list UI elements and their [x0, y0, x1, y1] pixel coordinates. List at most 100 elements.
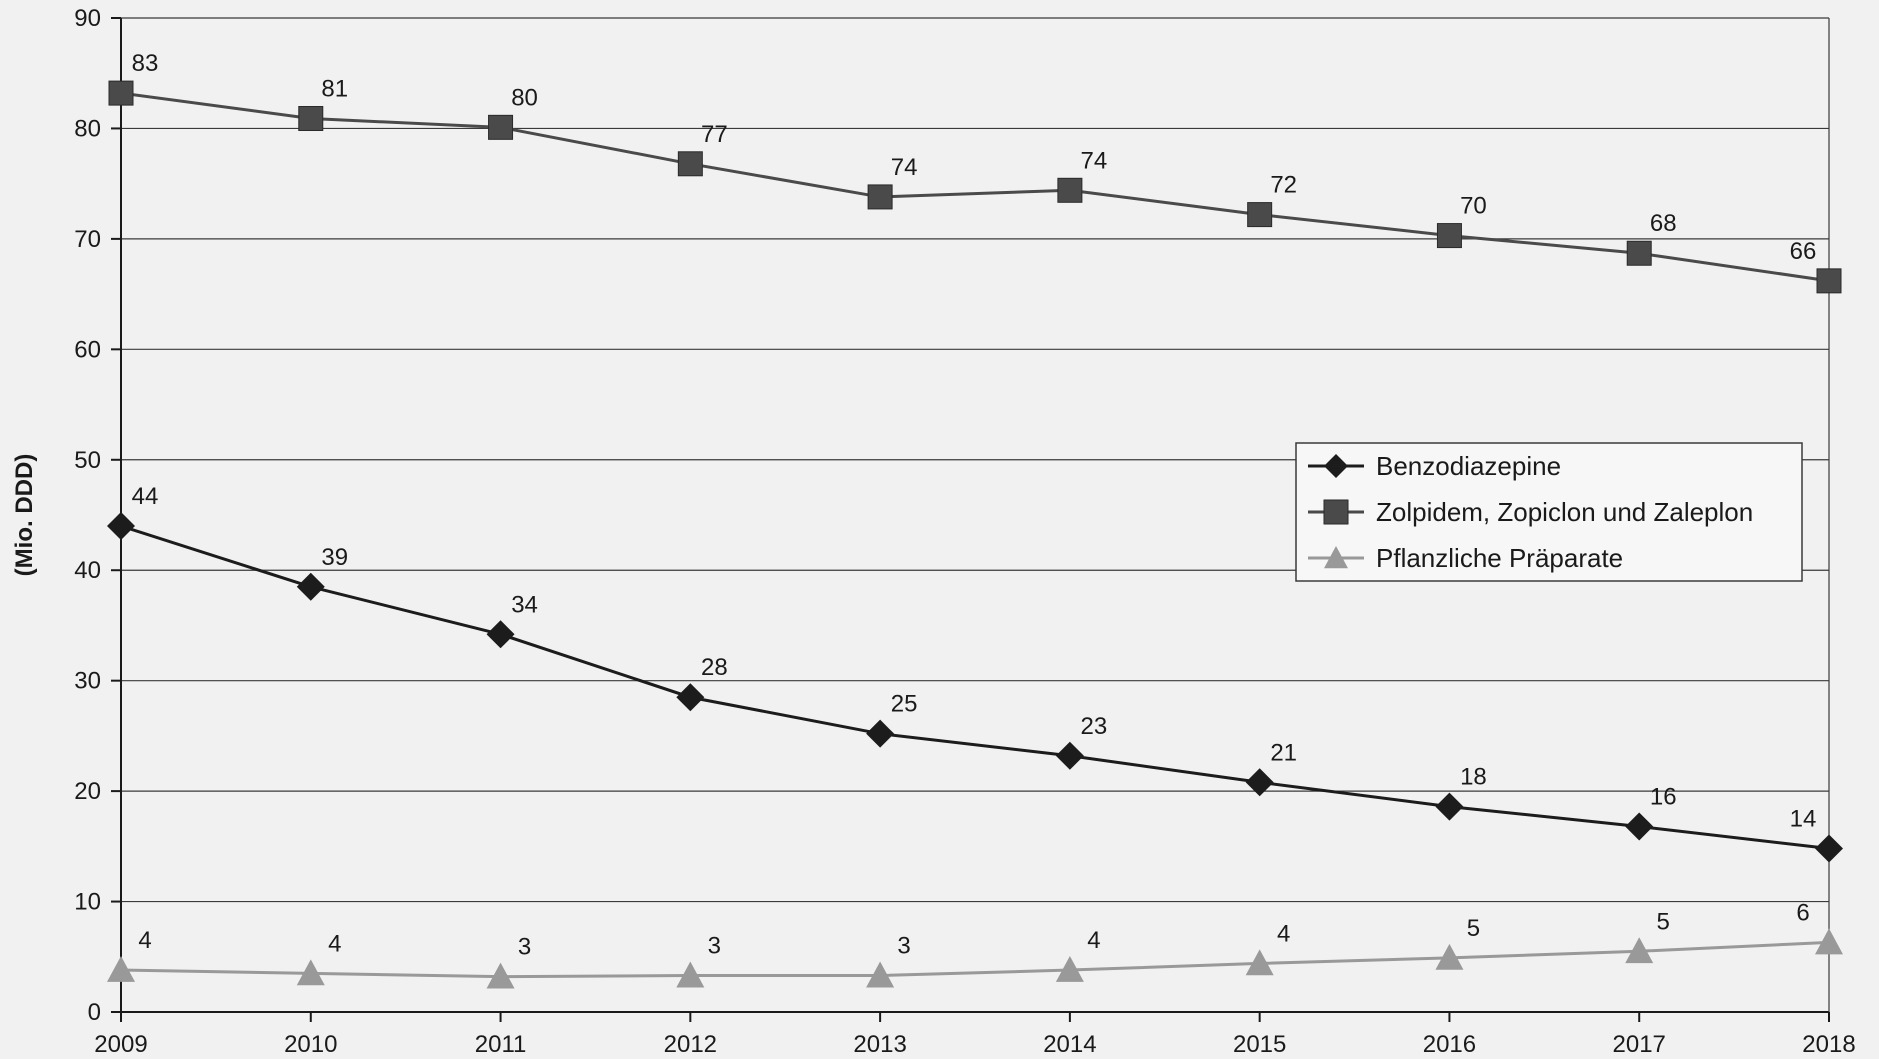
x-tick-label: 2012 [664, 1031, 717, 1058]
data-point-zolpidem-zopiclon-und-zaleplon [108, 80, 134, 106]
data-point-zolpidem-zopiclon-und-zaleplon [677, 151, 703, 177]
data-label-pflanzliche-praeparate: 3 [518, 934, 531, 961]
x-tick-label: 2009 [94, 1031, 147, 1058]
data-label-pflanzliche-praeparate: 3 [708, 933, 721, 960]
data-point-benzodiazepine [866, 719, 895, 748]
x-tick-label: 2014 [1043, 1031, 1096, 1058]
legend-label-pflanzliche-praeparate: Pflanzliche Präparate [1376, 543, 1623, 573]
data-point-benzodiazepine [1055, 741, 1084, 770]
data-point-pflanzliche-praeparate [1055, 956, 1084, 982]
data-point-zolpidem-zopiclon-und-zaleplon [1057, 177, 1083, 203]
y-tick-label: 70 [74, 226, 101, 253]
data-label-benzodiazepine: 28 [701, 654, 728, 681]
y-tick-label: 90 [74, 5, 101, 32]
series-group [107, 80, 1843, 989]
data-point-benzodiazepine [676, 683, 705, 712]
data-label-zolpidem-zopiclon-und-zaleplon: 83 [132, 50, 159, 77]
data-label-pflanzliche-praeparate: 6 [1796, 899, 1809, 926]
data-point-pflanzliche-praeparate [296, 959, 325, 986]
data-label-pflanzliche-praeparate: 5 [1657, 908, 1670, 935]
data-label-benzodiazepine: 25 [891, 691, 918, 718]
data-label-pflanzliche-praeparate: 3 [897, 933, 910, 960]
data-point-zolpidem-zopiclon-und-zaleplon [1626, 240, 1652, 266]
x-tick-label: 2016 [1423, 1031, 1476, 1058]
data-label-zolpidem-zopiclon-und-zaleplon: 74 [1081, 147, 1108, 174]
data-label-pflanzliche-praeparate: 4 [1277, 920, 1290, 947]
data-label-pflanzliche-praeparate: 5 [1467, 915, 1480, 942]
data-point-benzodiazepine [486, 620, 515, 649]
x-tick-label: 2017 [1613, 1031, 1666, 1058]
legend-label-benzodiazepine: Benzodiazepine [1376, 451, 1561, 481]
legend: Benzodiazepine Zolpidem, Zopiclon und Zal… [1295, 442, 1803, 582]
data-label-zolpidem-zopiclon-und-zaleplon: 80 [511, 84, 538, 111]
data-label-benzodiazepine: 18 [1460, 764, 1487, 791]
legend-marker-pflanzliche-praeparate [1324, 546, 1348, 569]
data-point-pflanzliche-praeparate [1815, 928, 1843, 955]
data-label-zolpidem-zopiclon-und-zaleplon: 77 [701, 121, 728, 148]
data-point-benzodiazepine [1815, 834, 1843, 863]
data-label-zolpidem-zopiclon-und-zaleplon: 70 [1460, 193, 1487, 220]
data-point-pflanzliche-praeparate [107, 956, 135, 982]
x-tick-label: 2018 [1802, 1031, 1855, 1058]
data-point-benzodiazepine [296, 572, 325, 601]
data-label-benzodiazepine: 34 [511, 591, 538, 618]
data-label-zolpidem-zopiclon-und-zaleplon: 74 [891, 154, 918, 181]
data-point-pflanzliche-praeparate [866, 961, 895, 988]
data-label-pflanzliche-praeparate: 4 [328, 930, 341, 957]
data-label-benzodiazepine: 23 [1081, 713, 1108, 740]
data-point-pflanzliche-praeparate [486, 962, 515, 989]
y-tick-label: 20 [74, 778, 101, 805]
series-line-pflanzliche-praeparate [120, 940, 1830, 979]
data-point-pflanzliche-praeparate [676, 961, 705, 988]
data-point-zolpidem-zopiclon-und-zaleplon [298, 106, 324, 132]
data-point-zolpidem-zopiclon-und-zaleplon [1247, 202, 1273, 228]
data-point-benzodiazepine [1625, 812, 1654, 841]
data-label-benzodiazepine: 21 [1270, 739, 1297, 766]
series-zolpidem-zopiclon-und-zaleplon [108, 80, 1842, 294]
data-point-benzodiazepine [1245, 768, 1274, 797]
series-pflanzliche-praeparate [107, 928, 1843, 989]
x-tick-label: 2015 [1233, 1031, 1286, 1058]
y-tick-label: 40 [74, 557, 101, 584]
data-label-pflanzliche-praeparate: 4 [138, 927, 151, 954]
x-tick-label: 2010 [284, 1031, 337, 1058]
data-label-zolpidem-zopiclon-und-zaleplon: 81 [321, 76, 348, 103]
data-label-benzodiazepine: 16 [1650, 783, 1677, 810]
y-tick-label: 30 [74, 668, 101, 695]
data-point-zolpidem-zopiclon-und-zaleplon [488, 114, 514, 140]
y-tick-label: 60 [74, 336, 101, 363]
series-benzodiazepine [107, 512, 1843, 863]
x-tick-label: 2013 [853, 1031, 906, 1058]
data-point-benzodiazepine [107, 512, 135, 541]
y-tick-label: 0 [88, 999, 101, 1026]
data-label-zolpidem-zopiclon-und-zaleplon: 66 [1790, 238, 1817, 265]
data-label-benzodiazepine: 44 [132, 483, 159, 510]
data-label-benzodiazepine: 14 [1790, 806, 1817, 833]
grid-lines [121, 17, 1829, 903]
data-point-zolpidem-zopiclon-und-zaleplon [1816, 268, 1842, 294]
data-point-zolpidem-zopiclon-und-zaleplon [1436, 223, 1462, 249]
legend-box [1295, 442, 1803, 582]
y-axis-title: (Mio. DDD) [11, 454, 38, 577]
data-point-pflanzliche-praeparate [1625, 937, 1654, 964]
data-label-zolpidem-zopiclon-und-zaleplon: 68 [1650, 210, 1677, 237]
data-point-pflanzliche-praeparate [1245, 949, 1274, 976]
y-tick-label: 80 [74, 115, 101, 142]
series-line-zolpidem-zopiclon-und-zaleplon [120, 91, 1830, 283]
x-tick-label: 2011 [475, 1031, 527, 1058]
data-point-pflanzliche-praeparate [1435, 943, 1464, 970]
y-tick-label: 50 [74, 447, 101, 474]
y-tick-label: 10 [74, 889, 101, 916]
data-point-benzodiazepine [1435, 792, 1464, 821]
data-label-zolpidem-zopiclon-und-zaleplon: 72 [1270, 172, 1297, 199]
legend-label-zolpidem-zopiclon-und-zaleplon: Zolpidem, Zopiclon und Zaleplon [1376, 497, 1753, 527]
legend-marker-zolpidem-zopiclon-und-zaleplon [1323, 499, 1349, 525]
data-label-benzodiazepine: 39 [321, 544, 348, 571]
legend-marker-benzodiazepine [1324, 454, 1348, 478]
series-line-benzodiazepine [120, 524, 1830, 851]
data-point-zolpidem-zopiclon-und-zaleplon [867, 184, 893, 210]
data-label-pflanzliche-praeparate: 4 [1087, 927, 1100, 954]
